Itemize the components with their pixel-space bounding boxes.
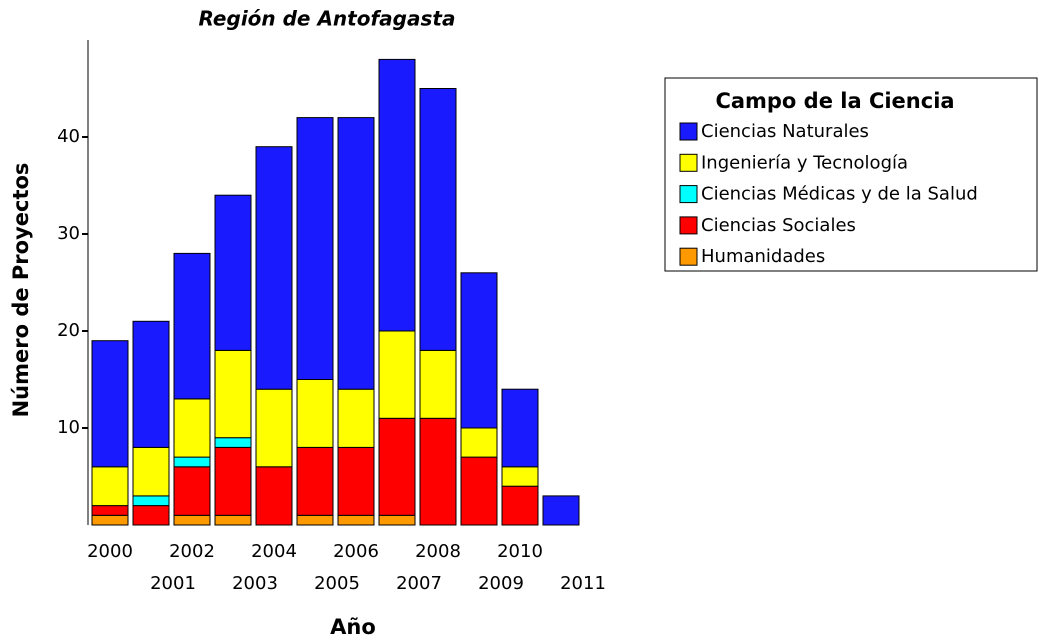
bar-segment <box>173 466 211 516</box>
bar-segment <box>91 514 129 526</box>
x-tick-label: 2005 <box>314 573 360 594</box>
bar-segment <box>255 466 293 526</box>
x-tick-label: 2003 <box>232 573 278 594</box>
bar-segment <box>460 272 498 429</box>
y-tick-label: 20 <box>57 320 80 341</box>
x-axis-title: Año <box>330 615 376 639</box>
bar-segment <box>337 388 375 448</box>
bar-segment <box>173 456 211 468</box>
bar-segment <box>501 485 539 526</box>
bar-segment <box>214 446 252 516</box>
bar-segment <box>91 466 129 507</box>
bar-segment <box>542 495 580 526</box>
x-tick-label: 2006 <box>333 541 379 562</box>
bar-segment <box>132 446 170 497</box>
bar-segment <box>460 427 498 458</box>
bar-segment <box>296 446 334 516</box>
y-axis-title: Número de Proyectos <box>9 163 33 418</box>
bar-segment <box>132 320 170 448</box>
legend-label: Humanidades <box>701 246 825 267</box>
x-tick-label: 2002 <box>169 541 215 562</box>
legend-swatch <box>679 216 698 235</box>
bar-segment <box>378 330 416 419</box>
bar-segment <box>337 117 375 390</box>
bar-segment <box>419 417 457 526</box>
x-tick-label: 2008 <box>415 541 461 562</box>
bar-segment <box>296 514 334 526</box>
legend-label: Ciencias Sociales <box>701 215 856 236</box>
legend-title: Campo de la Ciencia <box>715 89 954 113</box>
bar-segment <box>296 379 334 448</box>
legend-swatch <box>679 153 698 172</box>
bar-segment <box>378 417 416 516</box>
bar-segment <box>214 437 252 448</box>
bar-segment <box>173 514 211 526</box>
y-tick-label: 30 <box>57 223 80 244</box>
bar-segment <box>132 495 170 507</box>
bar-segment <box>501 388 539 468</box>
chart-title: Región de Antofagasta <box>199 7 456 31</box>
bar-segment <box>419 349 457 419</box>
bar-segment <box>255 388 293 468</box>
bar-segment <box>173 398 211 458</box>
y-tick-label: 10 <box>57 417 80 438</box>
legend-box <box>664 77 1038 272</box>
bar-segment <box>214 194 252 351</box>
bar-segment <box>132 505 170 526</box>
y-tick-label: 40 <box>57 126 80 147</box>
legend-label: Ciencias Médicas y de la Salud <box>701 184 978 205</box>
bar-segment <box>255 146 293 390</box>
x-tick-label: 2004 <box>251 541 297 562</box>
bar-segment <box>337 446 375 516</box>
bar-segment <box>91 340 129 468</box>
bar-segment <box>378 58 416 332</box>
bar-segment <box>214 349 252 439</box>
bar-segment <box>296 117 334 380</box>
bar-segment <box>419 88 457 351</box>
legend-swatch <box>679 247 698 266</box>
bar-segment <box>378 514 416 526</box>
x-tick-label: 2007 <box>396 573 442 594</box>
legend-swatch <box>679 122 698 141</box>
bar-segment <box>214 514 252 526</box>
x-tick-label: 2010 <box>497 541 543 562</box>
bar-segment <box>337 514 375 526</box>
bar-segment <box>91 505 129 516</box>
legend-label: Ciencias Naturales <box>701 121 869 142</box>
x-tick-label: 2011 <box>560 573 606 594</box>
bar-segment <box>460 456 498 526</box>
x-tick-label: 2009 <box>478 573 524 594</box>
bar-segment <box>501 466 539 487</box>
legend-label: Ingeniería y Tecnología <box>701 152 908 173</box>
legend-swatch <box>679 185 698 204</box>
x-tick-label: 2001 <box>150 573 196 594</box>
x-tick-label: 2000 <box>87 541 133 562</box>
bar-segment <box>173 252 211 400</box>
